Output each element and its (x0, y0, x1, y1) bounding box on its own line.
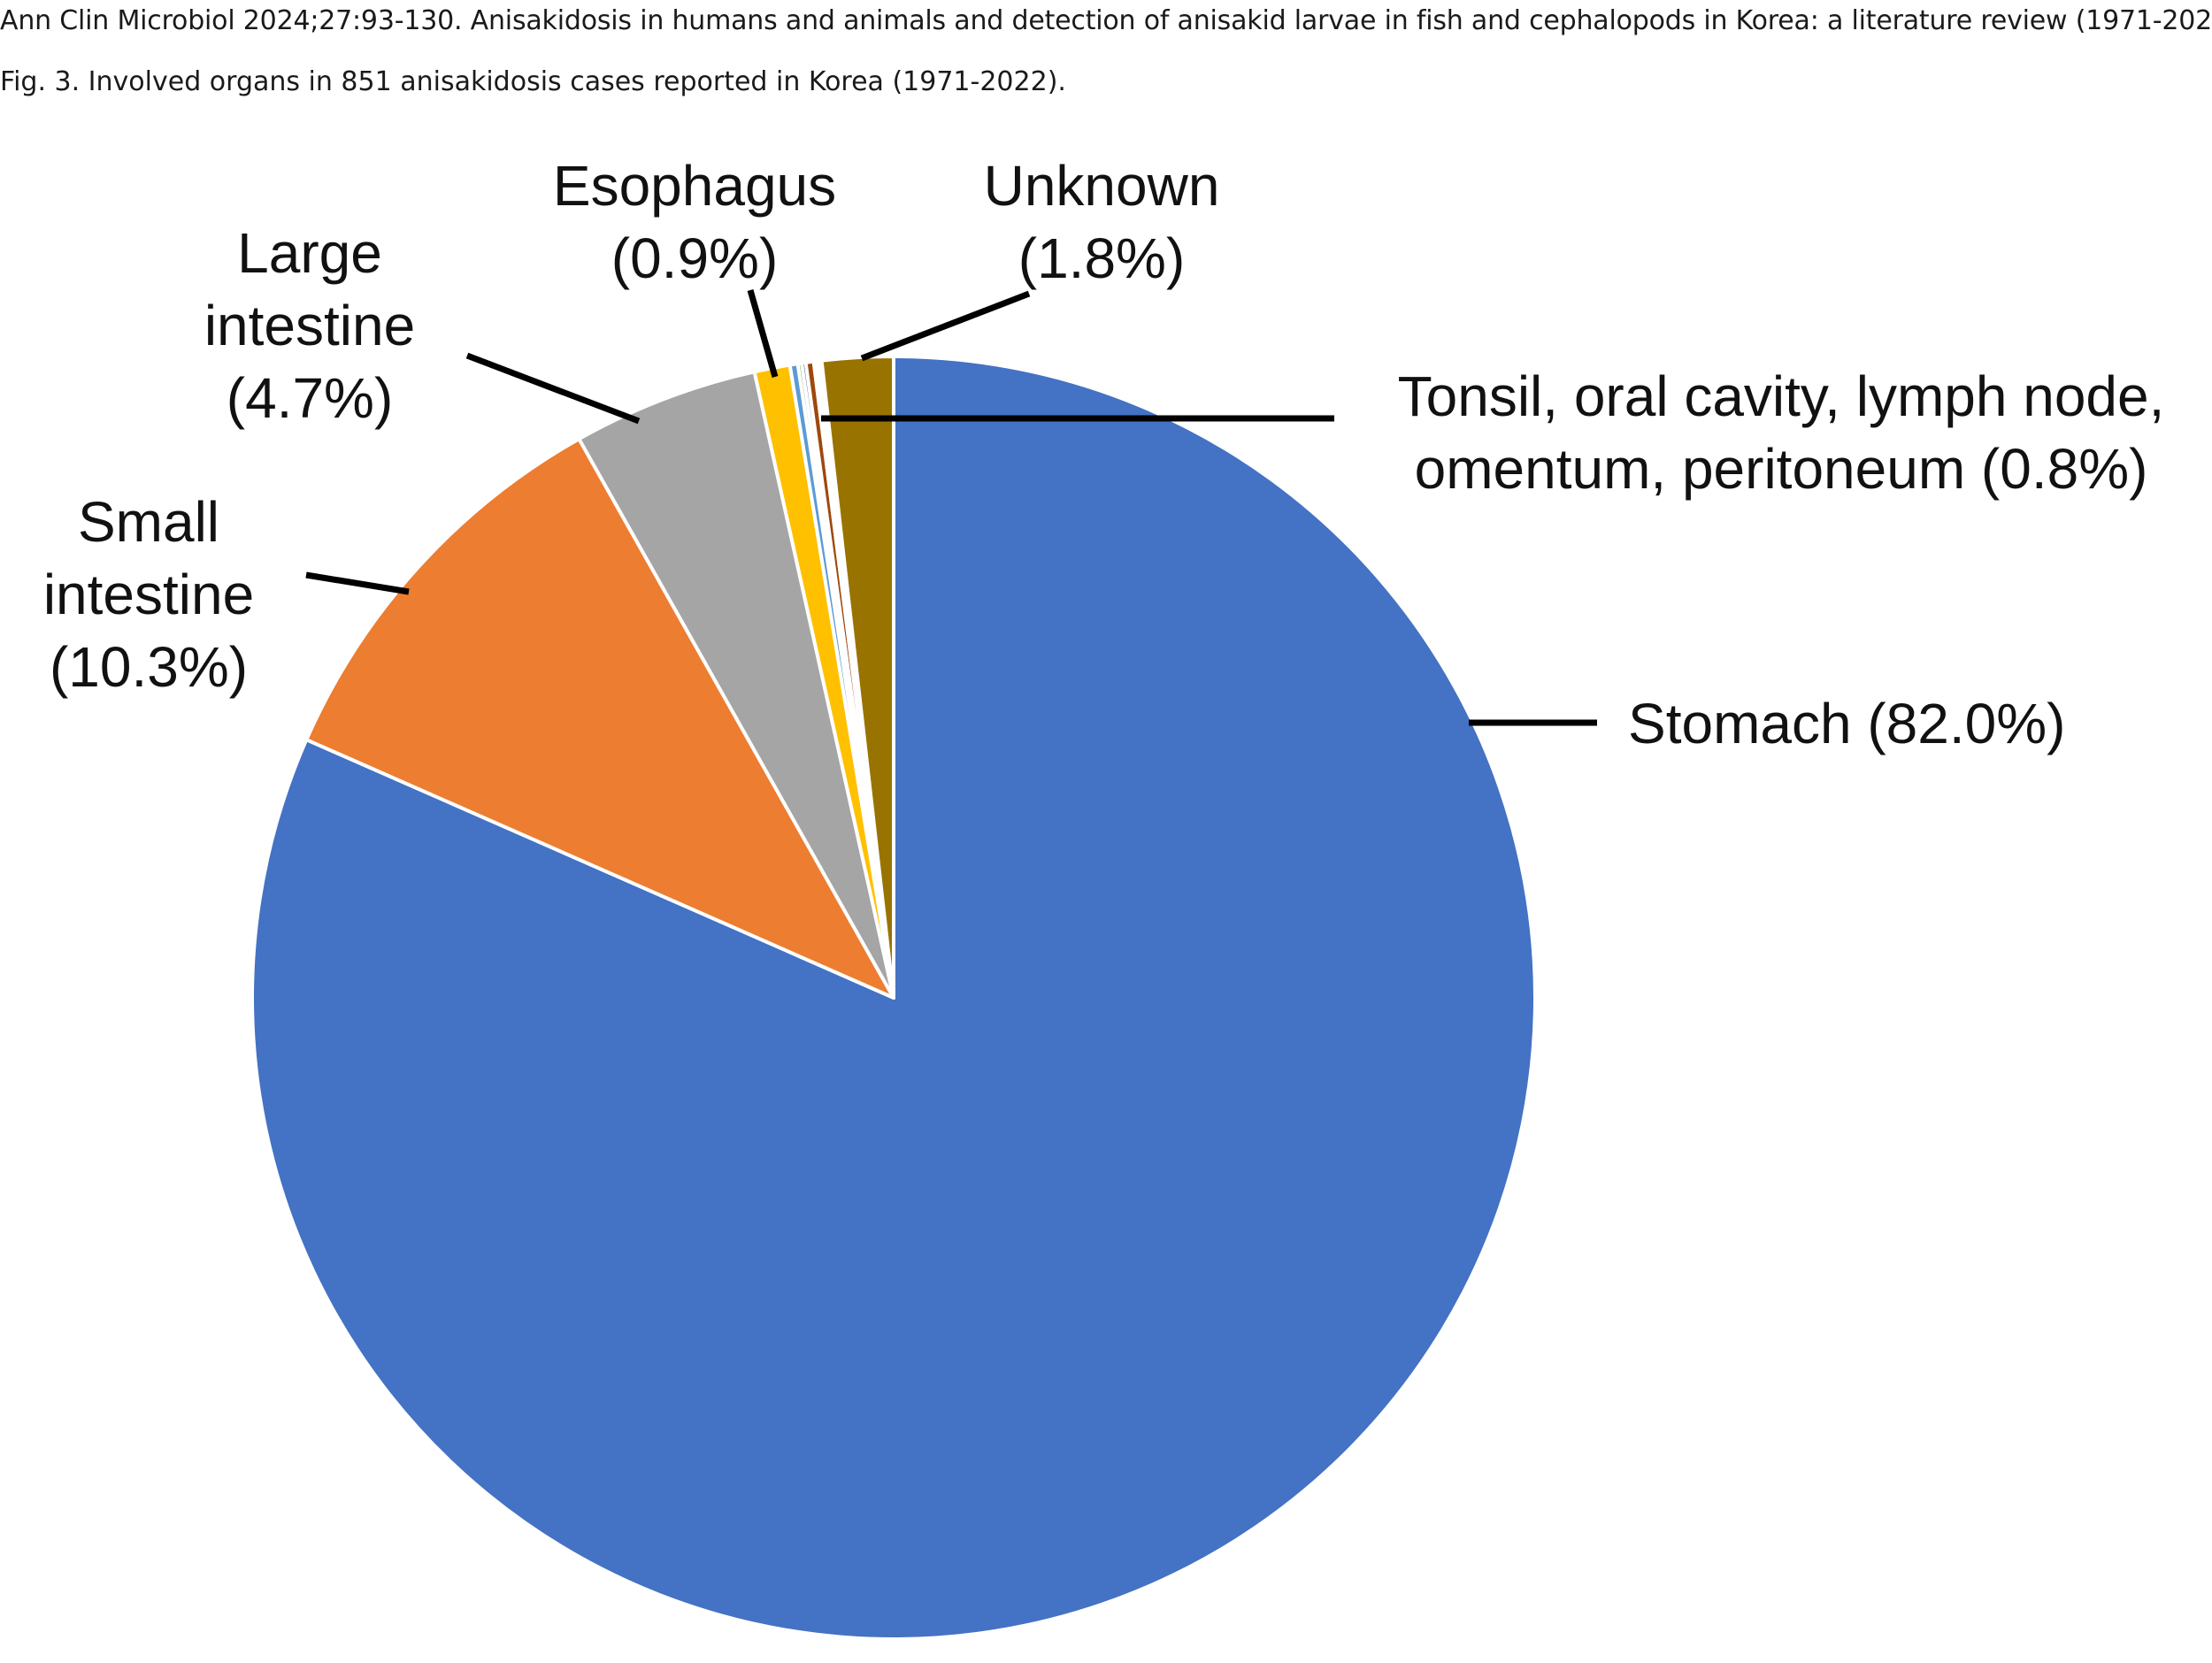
pie-slice-unknown (819, 355, 895, 1000)
label-stomach: Stomach (82.0%) (1628, 692, 2065, 755)
label-large-intestine: Large intestine (4.7%) (204, 221, 415, 430)
pie-slices (250, 355, 1537, 1641)
pie-slice-small-intestine (304, 437, 895, 1000)
label-unknown: Unknown (1.8%) (984, 154, 1220, 290)
citation-text: Ann Clin Microbiol 2024;27:93-130. Anisa… (0, 5, 2212, 36)
pie-slice-large-intestine (577, 370, 895, 1000)
leader-lines (305, 289, 1597, 726)
leader-line-unknown (860, 290, 1031, 362)
label-tonsil-group: Tonsil, oral cavity, lymph node, omentum,… (1398, 364, 2165, 501)
figure-caption: Fig. 3. Involved organs in 851 anisakido… (0, 66, 1066, 97)
label-small-intestine: Small intestine (10.3%) (43, 490, 254, 699)
leader-line-small-intestine (305, 571, 410, 595)
leader-line-esophagus (747, 289, 779, 378)
leader-line-large-intestine (465, 352, 641, 425)
slice-labels: Stomach (82.0%) Small intestine (10.3%) Larg… (43, 154, 2165, 755)
label-esophagus: Esophagus (0.9%) (553, 154, 836, 290)
